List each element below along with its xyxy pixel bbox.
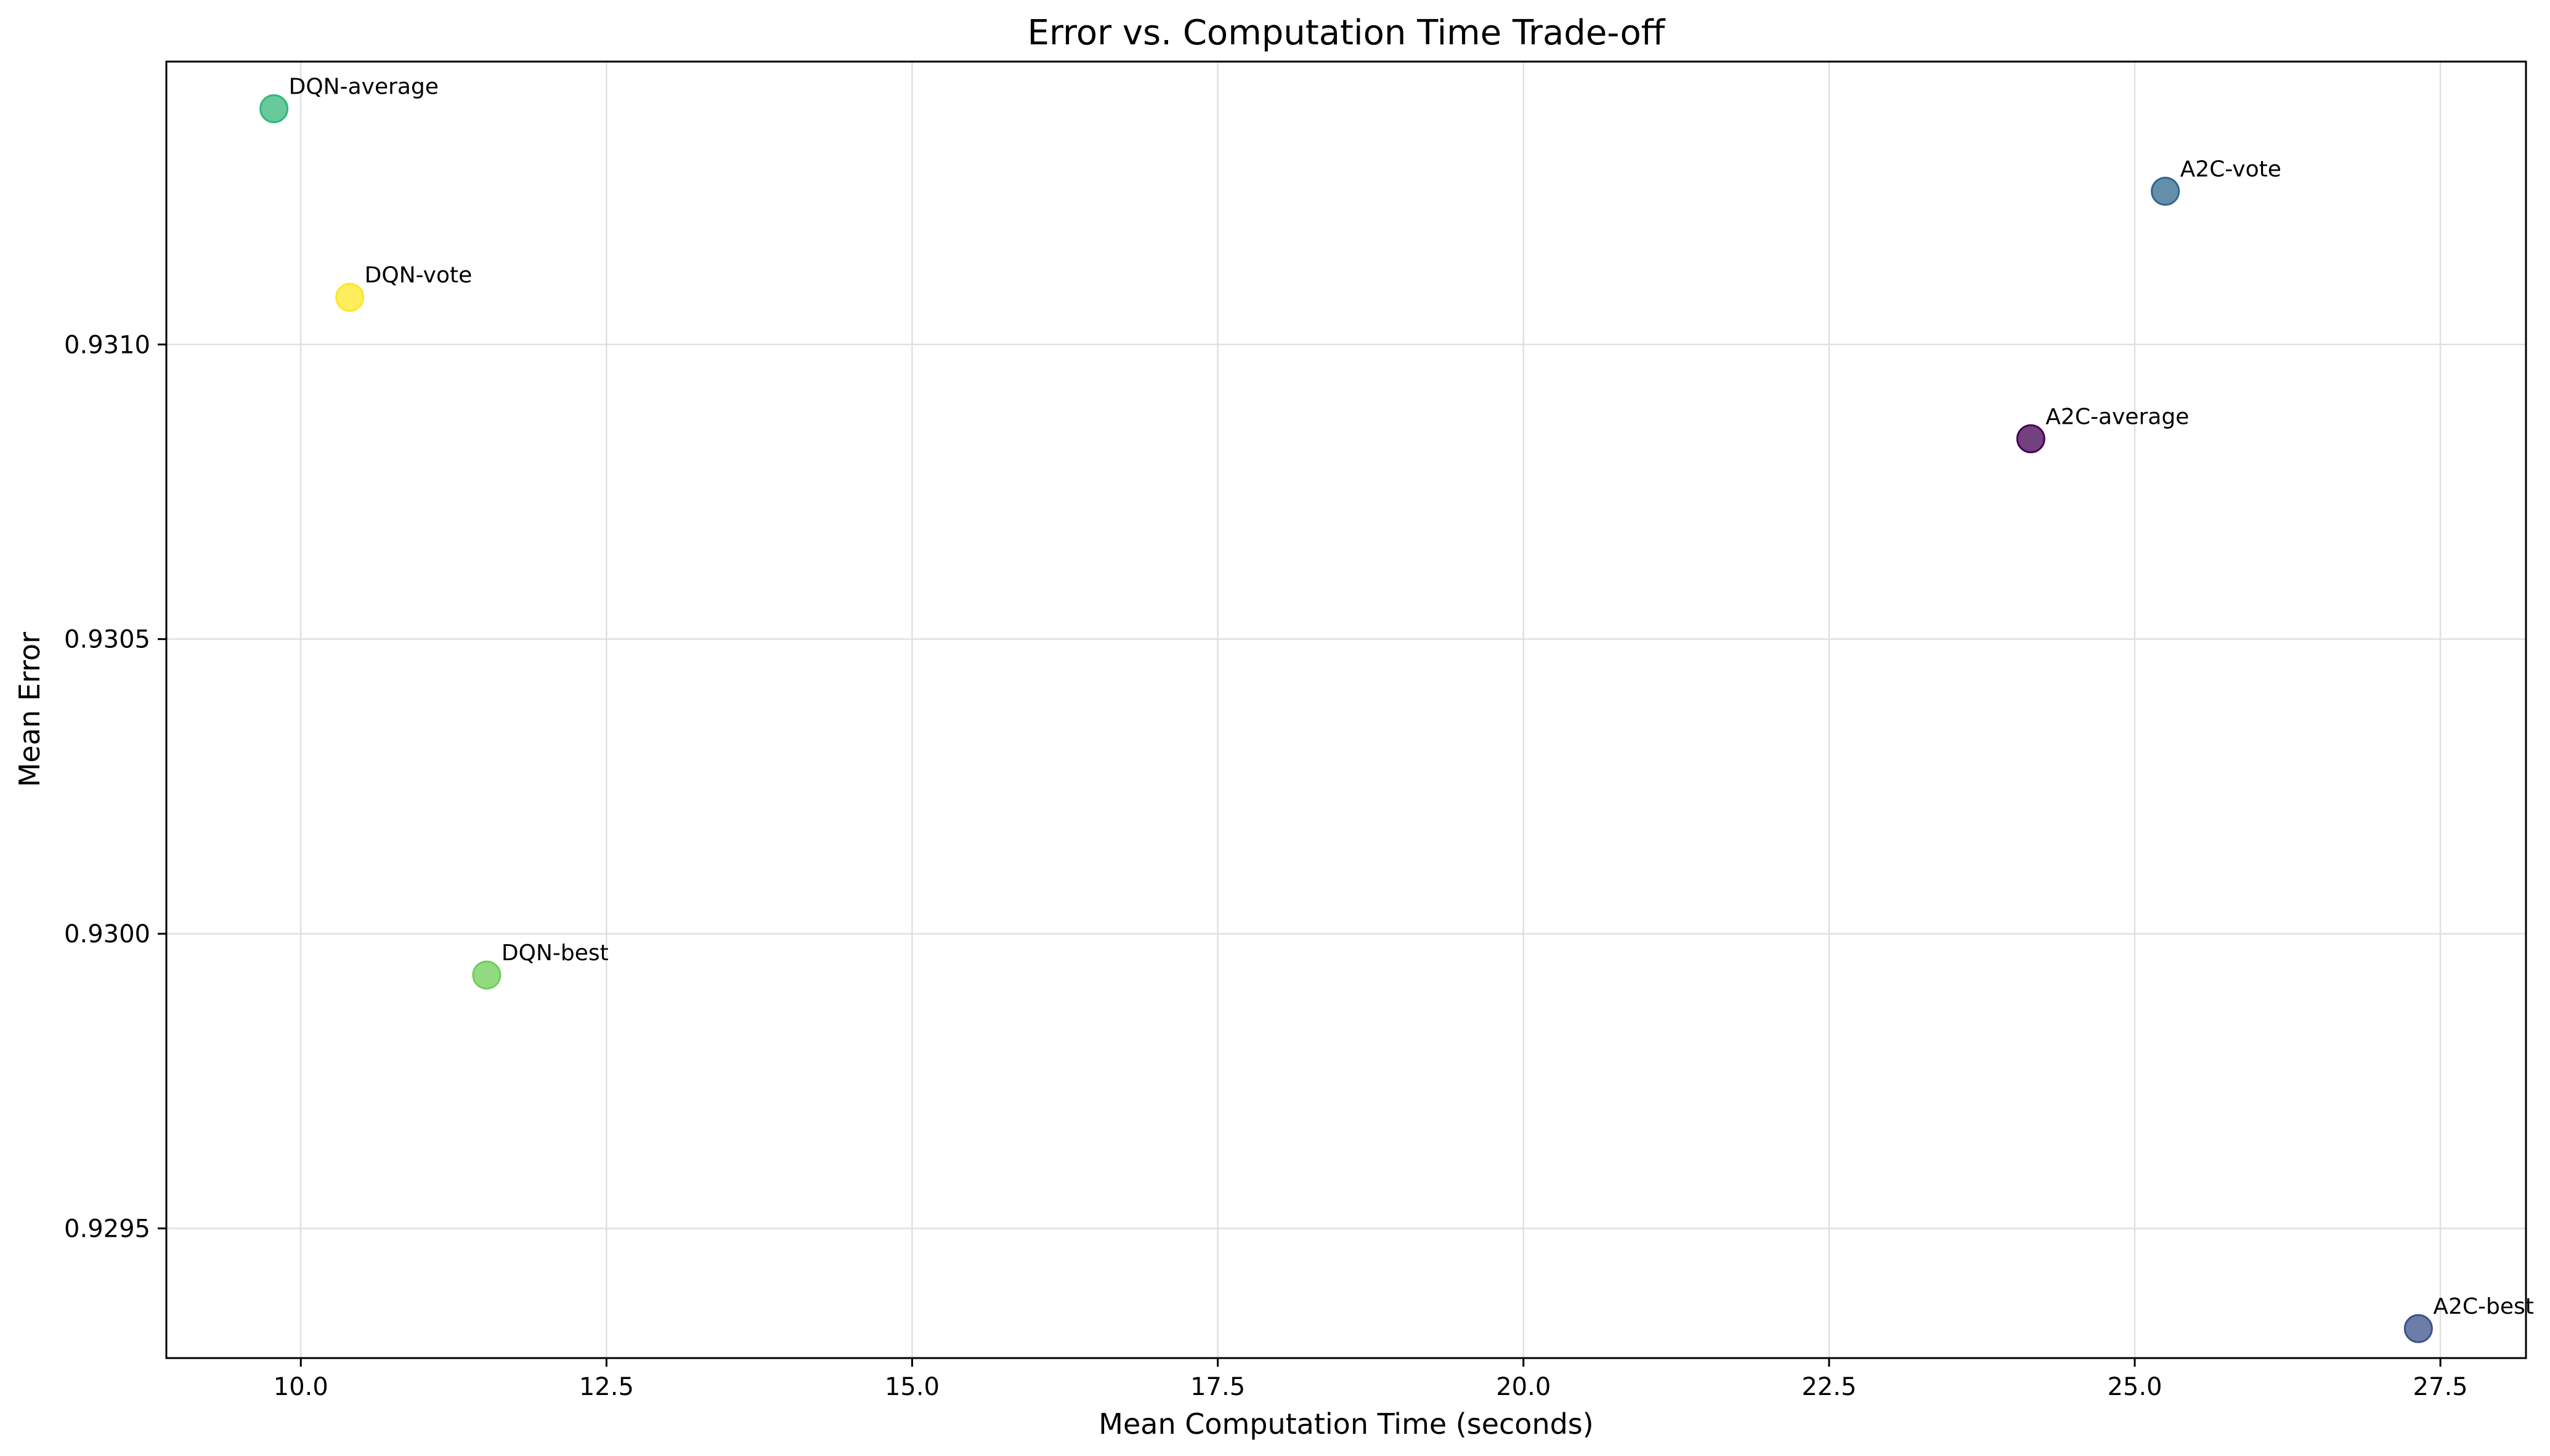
y-tick-label: 0.9310 [64,331,150,359]
x-tick-label: 27.5 [2413,1373,2468,1401]
point-label: DQN-best [501,940,609,966]
x-axis-label: Mean Computation Time (seconds) [1098,1407,1593,1441]
data-points [259,94,2433,1343]
data-point [335,283,365,312]
data-point [2151,177,2180,206]
point-label: DQN-average [289,75,439,100]
data-point [259,94,289,124]
data-point [2016,424,2045,453]
grid [166,62,2526,1358]
y-axis-label: Mean Error [13,632,46,787]
point-label: A2C-average [2045,404,2189,429]
x-tick-label: 22.5 [1801,1373,1856,1401]
x-tick-label: 17.5 [1190,1373,1245,1401]
x-tick-label: 10.0 [274,1373,328,1401]
point-label: DQN-vote [365,263,473,288]
chart-title: Error vs. Computation Time Trade-off [1028,13,1666,53]
y-tick-label: 0.9305 [64,626,150,654]
point-label: A2C-vote [2180,157,2281,182]
data-point [472,960,501,990]
x-tick-label: 25.0 [2107,1373,2162,1401]
x-axis-ticks: 10.0 12.5 15.0 17.5 20.0 22.5 25.0 27.5 [274,1358,2468,1401]
x-tick-label: 12.5 [579,1373,634,1401]
plot-frame [165,60,2527,1359]
x-tick-label: 20.0 [1496,1373,1551,1401]
y-tick-label: 0.9300 [64,920,150,948]
y-axis-ticks: 0.9295 0.9300 0.9305 0.9310 [64,331,166,1244]
point-labels: DQN-average A2C-vote DQN-vote A2C-average DQ… [289,75,2534,1320]
y-tick-label: 0.9295 [64,1215,150,1244]
data-point [2403,1314,2433,1343]
x-tick-label: 15.0 [885,1373,940,1401]
point-label: A2C-best [2433,1294,2534,1319]
